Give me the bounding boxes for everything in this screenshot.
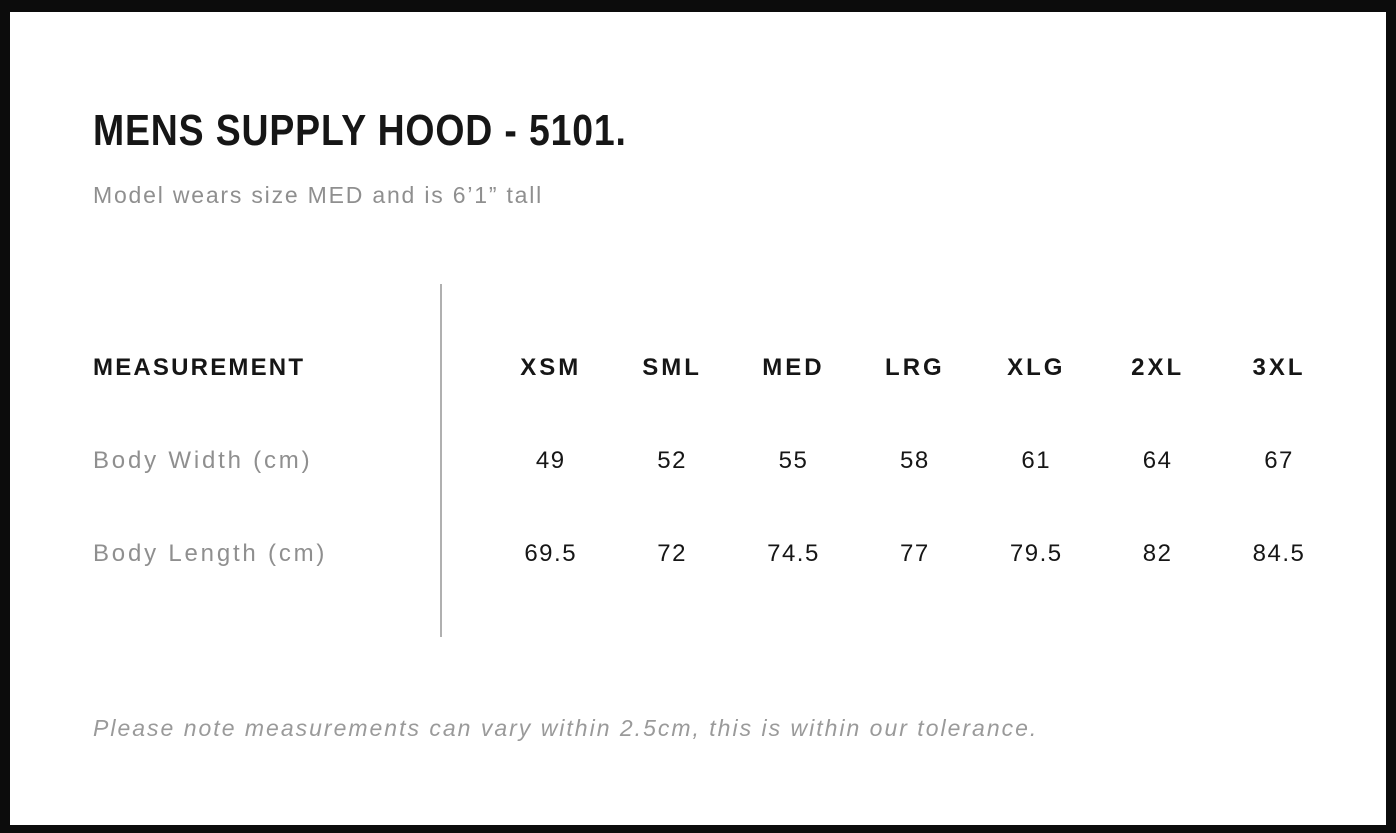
body-width-value-xlg: 61 <box>1021 446 1052 474</box>
body-length-value-3xl: 84.5 <box>1252 539 1306 567</box>
size-column-header-xsm: XSM <box>520 353 582 381</box>
body-length-value-xlg: 79.5 <box>1009 539 1063 567</box>
body-width-value-2xl: 64 <box>1142 446 1173 474</box>
tolerance-note: Please note measurements can vary within… <box>93 715 1039 741</box>
body-length-value-lrg: 77 <box>900 539 930 567</box>
page-title-text: MENS SUPPLY HOOD - 5101. <box>93 106 627 155</box>
table-divider-line <box>440 284 442 637</box>
body-length-value-med: 74.5 <box>767 539 820 567</box>
body-width-value-xsm: 49 <box>535 446 566 474</box>
size-column-header-xlg: XLG <box>1007 353 1066 381</box>
body-length-value-2xl: 82 <box>1142 539 1173 567</box>
page-title: MENS SUPPLY HOOD - 5101. <box>93 106 721 156</box>
size-column-header-2xl: 2XL <box>1131 353 1185 381</box>
body-length-value-xsm: 69.5 <box>524 539 578 567</box>
size-column-header-lrg: LRG <box>885 353 945 381</box>
size-column-header-med: MED <box>762 353 825 381</box>
body-width-value-3xl: 67 <box>1264 446 1294 474</box>
model-size-note: Model wears size MED and is 6’1” tall <box>93 182 544 208</box>
size-table: MEASUREMENT XSM SML MED LRG XLG 2XL 3XL … <box>93 321 1340 600</box>
body-length-value-sml: 72 <box>657 539 687 567</box>
row-label-body-width: Body Width (cm) <box>93 446 313 474</box>
measurement-column-header: MEASUREMENT <box>93 353 306 381</box>
body-width-value-lrg: 58 <box>900 446 930 474</box>
body-width-value-med: 55 <box>778 446 809 474</box>
size-column-header-sml: SML <box>642 353 702 381</box>
size-column-header-3xl: 3XL <box>1252 353 1306 381</box>
row-label-body-length: Body Length (cm) <box>93 539 328 567</box>
body-width-value-sml: 52 <box>657 446 687 474</box>
